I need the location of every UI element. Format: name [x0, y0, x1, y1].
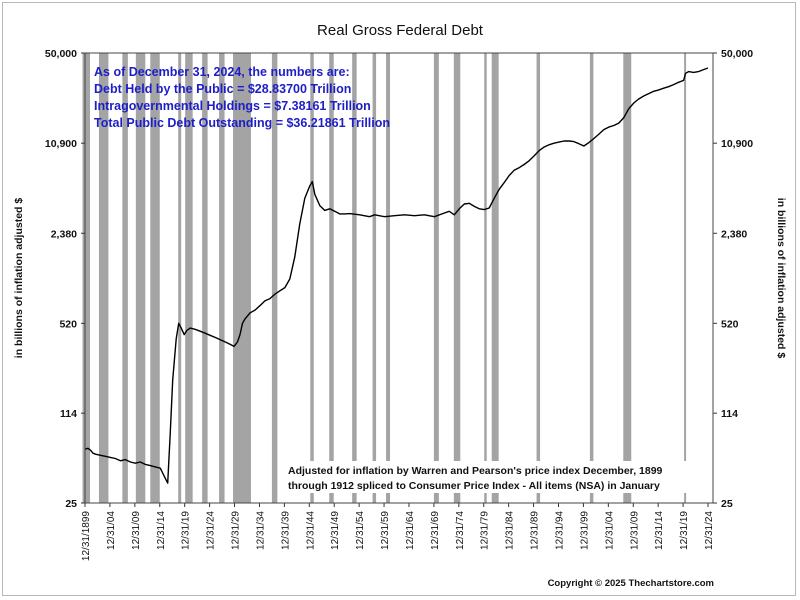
x-tick-label: 12/31/04 — [106, 511, 117, 550]
x-tick-label: 12/31/49 — [330, 511, 341, 550]
plot-border — [84, 52, 714, 504]
y-tick-label-right: 10,900 — [721, 138, 753, 150]
recession-band-14 — [352, 53, 357, 503]
copyright-text: Copyright © 2025 Thechartstore.com — [548, 578, 714, 589]
series-group — [84, 67, 709, 484]
annotation-line-4: Total Public Debt Outstanding = $36.2186… — [94, 116, 390, 130]
recession-band-16 — [386, 53, 391, 503]
recession-band-3 — [122, 53, 128, 503]
recession-band-6 — [178, 53, 182, 503]
note-line-2: through 1912 spliced to Consumer Price I… — [288, 480, 660, 492]
recession-band-12 — [310, 53, 314, 503]
recession-band-24 — [684, 53, 687, 503]
note-background — [284, 461, 704, 493]
recession-band-18 — [453, 53, 461, 503]
y-tick-label-right: 25 — [721, 498, 733, 510]
recession-bands — [82, 53, 687, 503]
series-line-debt — [84, 67, 709, 484]
y-tick-label-left: 114 — [60, 408, 77, 420]
y-tick-label-right: 520 — [721, 318, 739, 330]
annotation-line-3: Intragovernmental Holdings = $7.38161 Tr… — [94, 99, 371, 113]
x-tick-label: 12/31/94 — [554, 511, 565, 550]
recession-band-15 — [372, 53, 377, 503]
x-tick-label: 12/31/24 — [704, 511, 715, 550]
x-tick-label: 12/31/09 — [629, 511, 640, 550]
x-tick-label: 12/31/29 — [231, 511, 242, 550]
x-tick-label: 12/31/09 — [131, 511, 142, 550]
recession-band-8 — [202, 53, 208, 503]
y-tick-label-left: 2,380 — [51, 228, 77, 240]
x-tick-label: 12/31/19 — [181, 511, 192, 550]
y-axis-label-right: in billions of inflation adjusted $ — [775, 198, 787, 359]
y-tick-label-left: 10,900 — [45, 138, 77, 150]
annotation-line-2: Debt Held by the Public = $28.83700 Tril… — [94, 82, 351, 96]
x-tick-label: 12/31/79 — [480, 511, 491, 550]
y-tick-label-left: 25 — [65, 498, 77, 510]
recession-band-11 — [271, 53, 278, 503]
x-tick-label: 12/31/34 — [255, 511, 266, 550]
y-tick-label-right: 2,380 — [721, 228, 747, 240]
annotation-line-1: As of December 31, 2024, the numbers are… — [94, 65, 350, 79]
debt-annotation: As of December 31, 2024, the numbers are… — [94, 65, 390, 130]
recession-band-19 — [484, 53, 487, 503]
x-tick-label: 12/31/74 — [455, 511, 466, 550]
y-tick-label-left: 50,000 — [45, 48, 77, 60]
y-axis-ticks: 50,000 50,000 10,900 10,900 2,380 2,380 520 520… — [45, 48, 753, 510]
x-tick-label: 12/31/84 — [505, 511, 516, 550]
y-tick-label-right: 50,000 — [721, 48, 753, 60]
x-tick-label: 12/31/14 — [156, 511, 167, 550]
recession-band-1 — [82, 53, 90, 503]
recession-band-4 — [135, 53, 146, 503]
x-tick-label: 12/31/54 — [355, 511, 366, 550]
recession-band-21 — [536, 53, 541, 503]
note-line-1: Adjusted for inflation by Warren and Pea… — [288, 465, 663, 477]
x-tick-label: 12/31/24 — [206, 511, 217, 550]
x-tick-label: 12/31/99 — [579, 511, 590, 550]
x-tick-label: 12/31/44 — [305, 511, 316, 550]
recession-band-17 — [433, 53, 439, 503]
x-tick-label: 12/31/1899 — [81, 511, 92, 561]
recession-band-7 — [185, 53, 193, 503]
recession-band-22 — [589, 53, 594, 503]
x-tick-label: 12/31/39 — [280, 511, 291, 550]
x-tick-label: 12/31/14 — [654, 511, 665, 550]
recession-band-9 — [219, 53, 225, 503]
recession-band-2 — [98, 53, 109, 503]
x-tick-label: 12/31/59 — [380, 511, 391, 550]
y-tick-label-right: 114 — [721, 408, 738, 420]
x-tick-label: 12/31/69 — [430, 511, 441, 550]
x-tick-label: 12/31/19 — [679, 511, 690, 550]
x-axis-ticks: 12/31/1899 12/31/04 12/31/09 12/31/14 12/31/… — [81, 503, 715, 561]
x-tick-label: 12/31/04 — [604, 511, 615, 550]
recession-band-20 — [491, 53, 499, 503]
recession-band-23 — [623, 53, 632, 503]
recession-band-5 — [150, 53, 160, 503]
recession-band-10 — [233, 53, 251, 503]
chart-title: Real Gross Federal Debt — [317, 22, 484, 39]
x-tick-label: 12/31/89 — [530, 511, 541, 550]
recession-band-13 — [329, 53, 334, 503]
y-tick-label-left: 520 — [59, 318, 77, 330]
x-tick-label: 12/31/64 — [405, 511, 416, 550]
y-axis-label-left: in billions of inflation adjusted $ — [13, 198, 25, 359]
